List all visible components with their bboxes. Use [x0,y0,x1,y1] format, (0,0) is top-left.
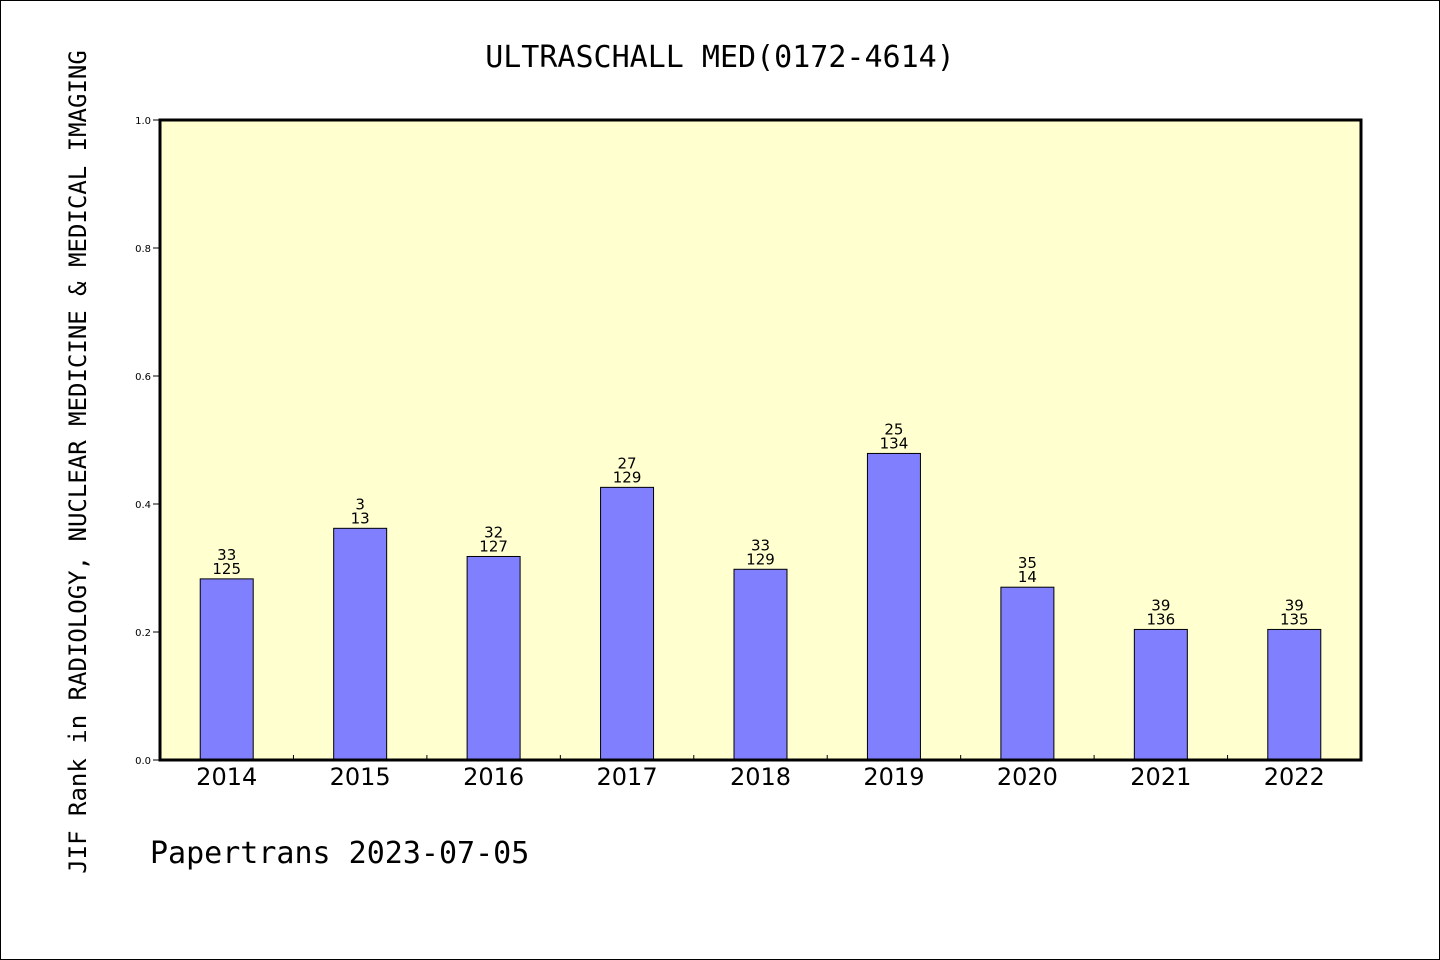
chart-title: ULTRASCHALL MED(0172-4614) [485,40,955,75]
bar-2018 [733,568,788,761]
bar-2021 [1133,628,1188,761]
y-tick-label: 0.0 [135,756,151,767]
x-tick-label: 2016 [463,763,524,791]
bar-2016 [466,555,521,761]
bar-label-rank: 27 [618,454,637,472]
x-axis-ticks: 2014 2015 2016 2017 2018 2019 2020 2021 2022 [196,755,1325,791]
y-tick-label: 0.2 [135,628,151,639]
y-tick-label: 0.6 [135,372,151,383]
y-tick-label: 0.8 [135,244,151,255]
x-tick-label: 2014 [196,763,257,791]
bars-group: 3312531332127271293312925134351439136391… [199,420,1322,761]
y-axis-ticks: 0.0 0.2 0.4 0.6 0.8 1.0 [135,116,160,767]
bar-label-rank: 33 [751,536,770,554]
bar-label-rank: 3 [355,495,365,513]
bar-label-total: 135 [1280,610,1309,628]
bar-2014 [199,578,254,761]
bar-2015 [333,527,388,761]
plot-border [158,118,1363,762]
bar-label-rank: 35 [1018,554,1037,572]
y-tick-label: 0.4 [135,500,151,511]
x-tick-label: 2017 [597,763,658,791]
bar-2022 [1267,628,1322,761]
bar-2017 [600,486,655,761]
x-tick-label: 2021 [1130,763,1191,791]
bar-label-rank: 39 [1151,596,1170,614]
x-tick-label: 2018 [730,763,791,791]
bar-2019 [866,452,921,761]
bar-label-total: 134 [880,434,909,452]
bar-label-rank: 25 [884,420,903,438]
bar-2020 [1000,586,1055,761]
y-tick-label: 1.0 [135,116,151,127]
source-credit: Papertrans 2023-07-05 [150,836,529,871]
bar-label-total: 136 [1147,610,1176,628]
bar-label-total: 129 [613,468,642,486]
bar-label-total: 14 [1018,568,1037,586]
bar-label-rank: 39 [1285,596,1304,614]
y-axis-label: JIF Rank in RADIOLOGY, NUCLEAR MEDICINE … [64,50,92,874]
bar-label-total: 129 [746,550,775,568]
x-tick-label: 2022 [1264,763,1325,791]
x-tick-label: 2015 [330,763,391,791]
bar-label-rank: 32 [484,523,503,541]
bar-label-total: 13 [351,509,370,527]
bar-label-total: 125 [212,560,241,578]
x-tick-label: 2020 [997,763,1058,791]
bar-label-rank: 33 [217,546,236,564]
bar-label-total: 127 [479,537,508,555]
x-tick-label: 2019 [863,763,924,791]
